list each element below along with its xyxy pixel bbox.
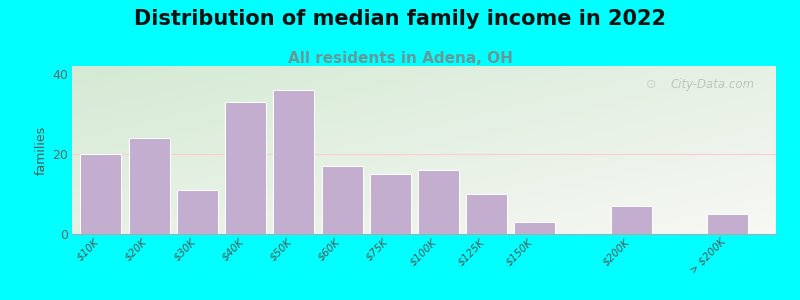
Bar	[611, 206, 652, 234]
Bar	[274, 90, 314, 234]
Text: Distribution of median family income in 2022: Distribution of median family income in …	[134, 9, 666, 29]
Bar	[514, 222, 555, 234]
Bar	[225, 102, 266, 234]
Bar	[177, 190, 218, 234]
Bar	[418, 170, 459, 234]
Bar	[322, 166, 362, 234]
Bar	[466, 194, 507, 234]
Bar	[707, 214, 748, 234]
Bar	[129, 138, 170, 234]
Y-axis label: families: families	[34, 125, 48, 175]
Text: City-Data.com: City-Data.com	[670, 78, 755, 91]
Bar	[370, 174, 410, 234]
Text: All residents in Adena, OH: All residents in Adena, OH	[287, 51, 513, 66]
Bar	[81, 154, 122, 234]
Text: ⊙: ⊙	[646, 78, 656, 91]
